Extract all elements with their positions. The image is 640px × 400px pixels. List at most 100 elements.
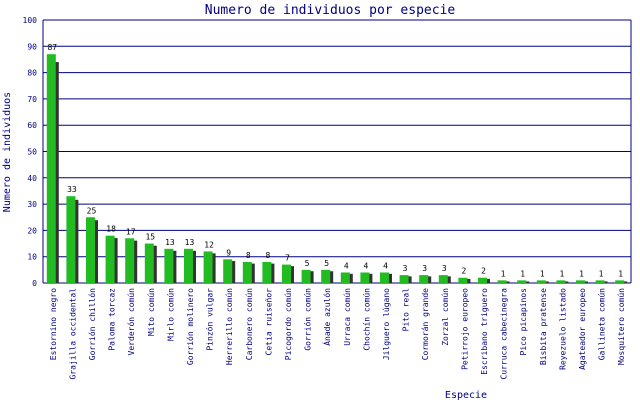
data-label: 5	[324, 259, 329, 268]
data-label: 13	[185, 238, 195, 247]
bar	[242, 261, 252, 283]
data-label: 2	[481, 267, 486, 276]
x-tick-label: Pico picapinos	[519, 288, 528, 356]
data-label: 25	[87, 206, 97, 215]
data-label: 2	[461, 267, 466, 276]
x-tick-label: Urraca común	[343, 288, 352, 346]
y-tick-label: 90	[27, 42, 37, 51]
data-label: 4	[363, 261, 368, 270]
bar	[536, 280, 546, 283]
y-axis-label: Numero de individuos	[2, 92, 13, 212]
x-tick-label: Herrerillo común	[225, 288, 234, 365]
x-tick-label: Ánade azulón	[321, 288, 332, 346]
data-label: 33	[67, 185, 77, 194]
x-tick-label: Gorrión común	[303, 288, 313, 351]
x-tick-label: Cormorán grande	[421, 288, 430, 360]
data-label: 18	[106, 225, 116, 234]
bar	[203, 251, 213, 283]
y-tick-label: 40	[27, 174, 37, 183]
bar	[321, 269, 331, 283]
bar	[497, 280, 507, 283]
x-tick-label: Verderón común	[126, 288, 136, 356]
bar	[184, 248, 193, 283]
bar	[46, 54, 56, 283]
data-label: 8	[246, 251, 251, 260]
bar	[478, 277, 487, 283]
data-label: 17	[126, 227, 136, 236]
bar	[458, 277, 468, 283]
data-label: 1	[501, 269, 506, 278]
bar	[556, 280, 566, 283]
data-label: 7	[285, 254, 290, 263]
bar	[517, 280, 527, 283]
x-tick-label: Curruca cabecinegra	[500, 288, 509, 380]
bar	[66, 196, 76, 283]
x-tick-label: Gallineta común	[598, 288, 607, 360]
bar	[282, 264, 291, 283]
x-tick-label: Bisbita pratense	[539, 288, 548, 365]
x-tick-label: Estornino negro	[49, 288, 58, 360]
x-tick-label: Gorrión chillón	[87, 288, 97, 360]
y-axis-ticks: 0 10 20 30 40 50 60 70 80 90 100	[23, 16, 38, 288]
x-tick-label: Mito común	[147, 288, 156, 336]
bar	[105, 235, 115, 283]
x-axis-categories: Estornino negro Grajilla occidental Gorrió…	[49, 288, 626, 380]
data-label: 1	[618, 269, 623, 278]
bar	[125, 238, 135, 283]
x-tick-label: Pinzón vulgar	[205, 288, 215, 351]
x-tick-label: Zorzal común	[441, 288, 450, 346]
data-label: 3	[442, 264, 447, 273]
data-label: 15	[145, 233, 155, 242]
bar	[419, 275, 429, 283]
data-label: 1	[579, 269, 584, 278]
data-label: 9	[226, 248, 231, 257]
data-label: 3	[422, 264, 427, 273]
bar	[360, 272, 370, 283]
data-label: 87	[47, 43, 57, 52]
data-label: 1	[559, 269, 564, 278]
data-label: 13	[165, 238, 175, 247]
bar	[576, 280, 585, 283]
x-tick-label: Cetia ruiseñor	[264, 288, 273, 356]
chart-title: Numero de individuos por especie	[205, 3, 456, 18]
grid-lines	[42, 19, 632, 284]
data-label: 3	[403, 264, 408, 273]
y-tick-label: 20	[27, 226, 37, 235]
data-label: 8	[265, 251, 270, 260]
y-tick-label: 30	[27, 200, 37, 209]
x-tick-label: Mirlo común	[166, 288, 175, 341]
x-tick-label: Mosquitero común	[617, 288, 626, 365]
x-tick-label: Agateador europeo	[578, 288, 587, 370]
x-tick-label: Escribano triguero	[480, 288, 489, 375]
y-tick-label: 60	[27, 121, 37, 130]
bar	[164, 248, 174, 283]
bar	[595, 280, 605, 283]
data-label: 1	[599, 269, 604, 278]
bar	[380, 272, 389, 283]
data-label: 1	[520, 269, 525, 278]
data-label: 12	[204, 240, 214, 249]
x-tick-label: Pito real	[402, 288, 411, 332]
bar	[262, 261, 272, 283]
x-tick-label: Paloma torcaz	[108, 288, 117, 351]
bar	[399, 275, 409, 283]
x-tick-label: Gorrión molinero	[185, 288, 195, 365]
bar	[340, 272, 350, 283]
data-label: 4	[344, 261, 349, 270]
bar	[144, 243, 154, 283]
bar	[438, 275, 448, 283]
y-tick-label: 70	[27, 95, 37, 104]
y-tick-label: 50	[27, 148, 37, 157]
y-tick-label: 100	[23, 16, 38, 25]
data-label: 1	[540, 269, 545, 278]
x-tick-label: Petirrojo europeo	[460, 288, 469, 370]
bar	[223, 259, 233, 283]
bar	[86, 217, 95, 283]
y-tick-label: 0	[32, 279, 37, 288]
x-tick-label: Picogordo común	[284, 288, 293, 360]
x-axis-label: Especie	[445, 390, 487, 400]
bars	[46, 54, 628, 284]
x-tick-label: Jilguero lúgano	[382, 288, 391, 360]
